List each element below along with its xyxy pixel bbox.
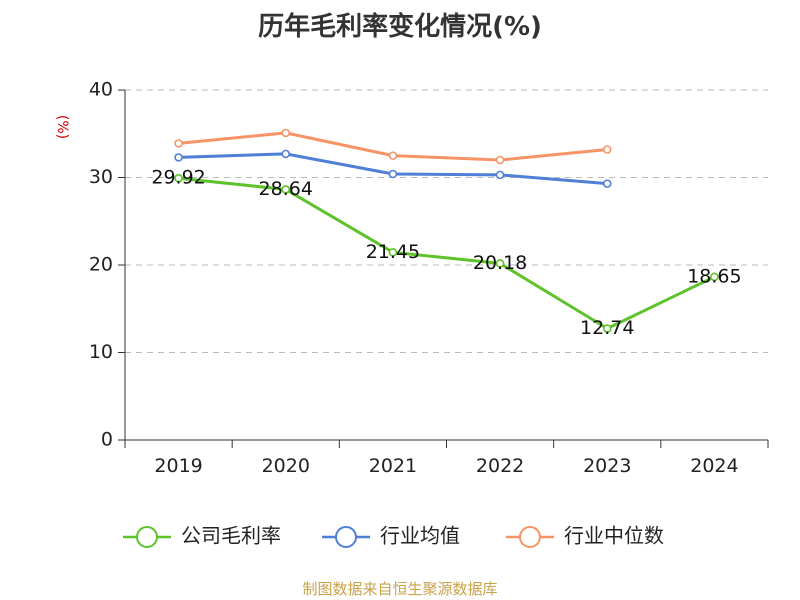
legend-label: 行业中位数 [564,524,664,548]
data-point [388,248,398,257]
legend-marker [519,526,541,548]
data-label: 12.74 [580,317,634,339]
label-layer: 29.92 28.64 21.45 20.18 12.74 18.65 [151,167,741,339]
data-point [602,324,612,333]
data-point [602,179,612,188]
axis-layer: 0 10 20 30 40 2019 2020 2021 2022 2023 2024 (%) [54,79,769,477]
data-point [174,153,183,162]
data-label: 18.65 [687,265,741,287]
grid-layer [125,89,768,353]
x-tick-label: 2023 [583,455,631,477]
data-point [174,139,183,148]
chart-title: 历年毛利率变化情况(%) [258,12,542,42]
x-tick-label: 2022 [476,455,524,477]
series-layer [174,128,719,333]
x-tick-label: 2020 [262,455,310,477]
y-tick-label: 0 [101,429,113,451]
data-point [281,149,291,159]
data-point [710,272,719,282]
data-point [495,155,505,165]
data-point [495,259,505,268]
y-tick-label: 30 [89,166,113,188]
data-label: 29.92 [151,167,205,189]
data-label: 20.18 [473,252,527,274]
y-axis-unit-label: (%) [54,115,70,139]
data-point [388,151,398,160]
data-point [281,128,291,138]
legend-marker [335,526,357,548]
legend-label: 公司毛利率 [181,524,281,548]
legend-marker [136,526,158,548]
y-tick-label: 20 [89,254,113,276]
data-label: 21.45 [366,241,420,263]
source-credit: 制图数据来自恒生聚源数据库 [302,580,498,598]
data-label: 28.64 [259,178,313,200]
y-tick-label: 40 [89,79,113,101]
x-tick-label: 2021 [369,455,417,477]
data-point [602,145,612,154]
x-tick-label: 2019 [154,455,202,477]
series-line [178,176,716,331]
data-point [174,173,183,183]
data-point [495,170,505,180]
data-point [281,185,291,194]
legend-layer: 公司毛利率 行业均值 行业中位数 [123,524,664,548]
data-point [388,169,398,179]
legend-label: 行业均值 [380,524,460,548]
y-tick-label: 10 [89,341,113,363]
x-tick-label: 2024 [690,455,738,477]
